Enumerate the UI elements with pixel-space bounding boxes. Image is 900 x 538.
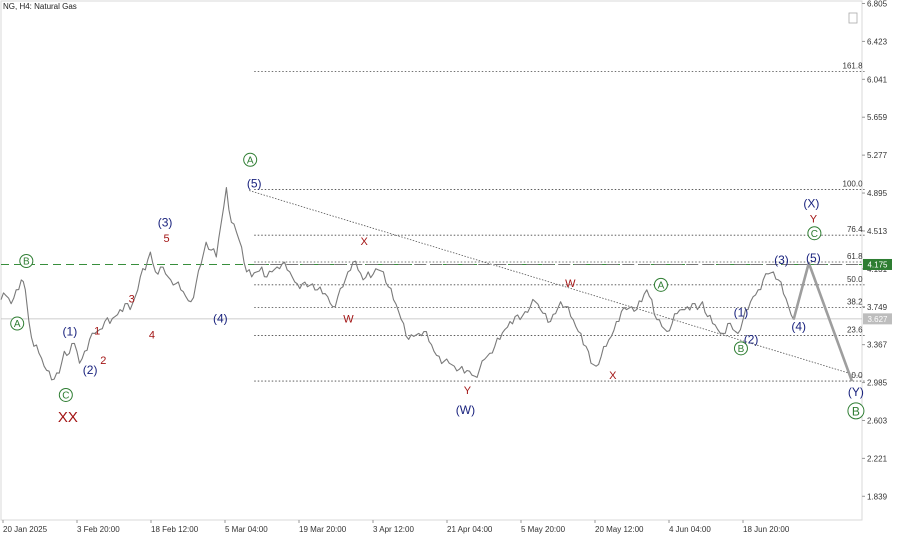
wave-label-circle — [19, 254, 34, 269]
x-tick-label: 5 Mar 04:00 — [225, 525, 268, 534]
wave-label: (X) — [803, 196, 819, 210]
y-tick-label: 3.367 — [867, 341, 888, 350]
wave-label: W — [565, 278, 576, 290]
wave-label: (3) — [158, 215, 173, 229]
y-tick-label: 4.895 — [867, 189, 888, 198]
price-badge-bg — [863, 313, 892, 325]
y-tick-label: 6.041 — [867, 75, 888, 84]
wave-label: (5) — [806, 251, 821, 265]
fib-level-label: 76.4 — [847, 225, 863, 234]
y-tick-label: 1.839 — [867, 492, 888, 501]
wave-label: B — [852, 404, 860, 418]
wave-label: (4) — [213, 312, 228, 326]
trendline — [249, 190, 863, 378]
wave-label: 4 — [149, 329, 155, 341]
y-tick-label: 3.749 — [867, 303, 888, 312]
wave-label: (W) — [456, 403, 475, 417]
wave-label: (4) — [791, 320, 806, 334]
wave-label: (5) — [247, 177, 262, 191]
wave-label-circle — [58, 387, 73, 402]
wave-label-circle — [10, 316, 25, 331]
wave-label: 5 — [164, 233, 170, 245]
wave-label: A — [658, 280, 665, 291]
wave-label: 2 — [100, 355, 106, 367]
wave-label: W — [343, 314, 354, 326]
plot-frame — [0, 0, 863, 521]
x-tick-label: 18 Jun 20:00 — [743, 525, 790, 534]
wave-label: C — [811, 229, 818, 240]
fib-level-label: 50.0 — [847, 275, 863, 284]
fib-level-label: 0.0 — [851, 371, 863, 380]
fib-level-label: 38.2 — [847, 298, 863, 307]
wave-label: A — [247, 155, 254, 166]
y-tick-label: 2.985 — [867, 379, 888, 388]
y-tick-label: 5.659 — [867, 113, 888, 122]
wave-label: (Y) — [848, 385, 864, 399]
x-tick-label: 4 Jun 04:00 — [669, 525, 711, 534]
wave-label: (3) — [774, 253, 789, 267]
price-badge-value: 4.175 — [867, 260, 888, 269]
y-tick-label: 4.513 — [867, 227, 888, 236]
wave-label: (2) — [83, 363, 98, 377]
wave-label: Y — [464, 385, 472, 397]
fib-level-label: 100.0 — [843, 180, 864, 189]
wave-label: 1 — [94, 325, 100, 337]
chart-title: NG, H4: Natural Gas — [3, 2, 77, 11]
x-tick-label: 21 Apr 04:00 — [447, 525, 493, 534]
info-icon — [848, 12, 858, 24]
wave-label: X — [360, 236, 368, 248]
price-series-line — [0, 187, 795, 381]
wave-label-circle — [653, 277, 668, 292]
y-tick-label: 2.603 — [867, 416, 888, 425]
forecast-path — [792, 261, 854, 382]
wave-label: A — [14, 319, 21, 330]
fib-level-label: 61.8 — [847, 252, 863, 261]
fib-level-label: 161.8 — [843, 61, 864, 70]
wave-label: (1) — [734, 306, 749, 320]
x-tick-label: 3 Feb 20:00 — [77, 525, 120, 534]
wave-label-circle — [847, 402, 865, 420]
fib-level-label: 23.6 — [847, 325, 863, 334]
y-tick-label: 2.221 — [867, 454, 888, 463]
y-tick-label: 5.277 — [867, 151, 888, 160]
wave-label: Y — [810, 213, 818, 225]
wave-label-circle — [733, 341, 748, 356]
wave-label: B — [738, 344, 745, 355]
wave-label-circle — [243, 152, 258, 167]
x-tick-label: 5 May 20:00 — [521, 525, 566, 534]
y-tick-label: 6.805 — [867, 0, 888, 9]
price-badge-value: 3.627 — [867, 315, 888, 324]
wave-label-circle — [807, 226, 822, 241]
wave-label: (2) — [744, 332, 759, 346]
wave-label: X — [609, 370, 617, 382]
wave-label: B — [23, 257, 30, 268]
wave-label: (1) — [63, 324, 78, 338]
wave-label: C — [62, 391, 69, 402]
x-tick-label: 20 Jan 2025 — [3, 525, 48, 534]
x-tick-label: 3 Apr 12:00 — [373, 525, 414, 534]
y-tick-label: 6.423 — [867, 37, 888, 46]
x-tick-label: 18 Feb 12:00 — [151, 525, 199, 534]
wave-label: XX — [58, 409, 78, 426]
wave-label: 3 — [129, 294, 135, 306]
x-tick-label: 19 Mar 20:00 — [299, 525, 347, 534]
price-badge-bg — [863, 258, 892, 270]
x-tick-label: 20 May 12:00 — [595, 525, 644, 534]
